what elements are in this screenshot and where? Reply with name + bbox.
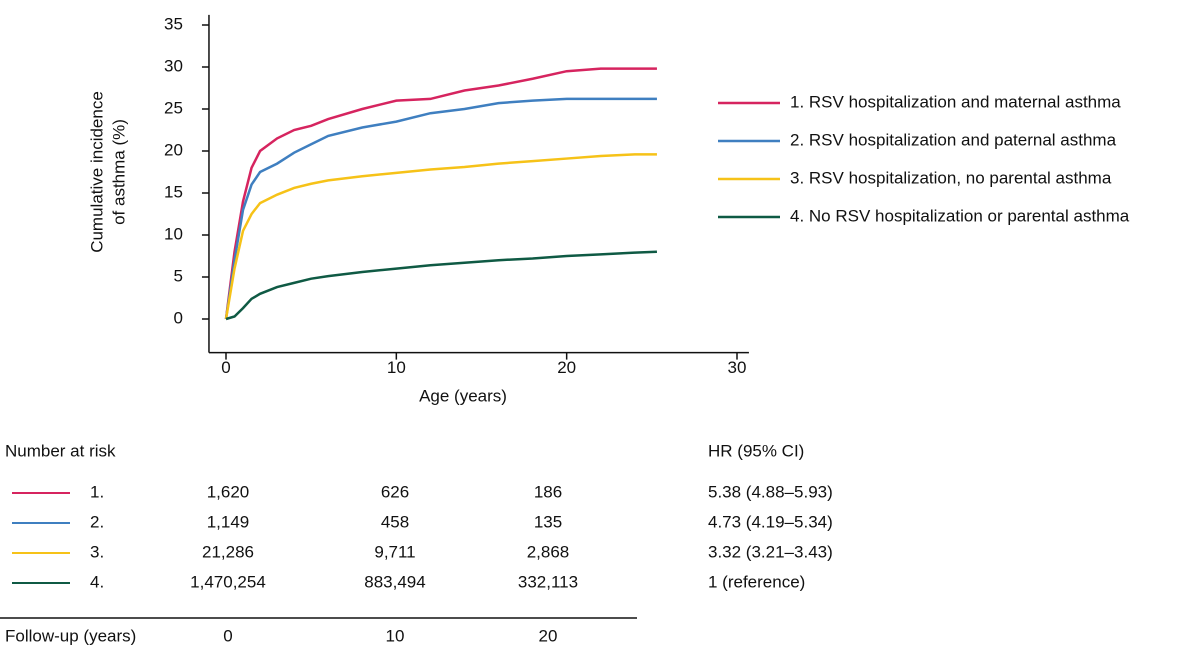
x-tick-label: 0 [221,358,230,377]
y-tick-label: 5 [173,266,182,285]
at-risk-count: 9,711 [374,542,415,561]
at-risk-count: 1,620 [207,482,250,501]
series-line [224,67,657,320]
legend-label: 2. RSV hospitalization and paternal asth… [790,130,1117,149]
y-tick-label: 30 [164,56,183,75]
x-axis-title: Age (years) [419,386,507,405]
y-tick-label: 15 [164,182,183,201]
at-risk-count: 1,149 [207,512,250,531]
hr-title: HR (95% CI) [708,441,804,460]
hazard-ratio: 5.38 (4.88–5.93) [708,482,833,501]
at-risk-count: 135 [534,512,562,531]
follow-up-label: 10 [386,626,405,645]
hazard-ratio: 4.73 (4.19–5.34) [708,512,833,531]
legend-label: 1. RSV hospitalization and maternal asth… [790,92,1121,111]
y-axis-title: Cumulative incidence [87,91,106,253]
row-label: 1. [90,482,104,501]
follow-up-title: Follow-up (years) [5,626,136,645]
row-label: 3. [90,542,104,561]
at-risk-count: 2,868 [527,542,570,561]
at-risk-count: 883,494 [364,572,425,591]
at-risk-count: 626 [381,482,409,501]
y-tick-label: 20 [164,140,183,159]
follow-up-label: 20 [539,626,558,645]
y-tick-label: 25 [164,98,183,117]
series-line [225,250,657,321]
follow-up-label: 0 [223,626,232,645]
y-tick-label: 35 [164,14,183,33]
series-line [224,97,657,320]
series-line [224,153,657,320]
hazard-ratio: 1 (reference) [708,572,805,591]
at-risk-count: 1,470,254 [190,572,266,591]
risk-table-title: Number at risk [5,441,116,460]
y-tick-label: 0 [173,308,182,327]
legend-label: 4. No RSV hospitalization or parental as… [790,206,1130,225]
x-tick-label: 30 [728,358,747,377]
y-tick-label: 10 [164,224,183,243]
x-tick-label: 10 [387,358,406,377]
at-risk-count: 186 [534,482,562,501]
at-risk-count: 21,286 [202,542,254,561]
row-label: 4. [90,572,104,591]
row-label: 2. [90,512,104,531]
hazard-ratio: 3.32 (3.21–3.43) [708,542,833,561]
at-risk-count: 458 [381,512,409,531]
x-tick-label: 20 [557,358,576,377]
y-axis-title: of asthma (%) [109,119,128,225]
legend-label: 3. RSV hospitalization, no parental asth… [790,168,1112,187]
at-risk-count: 332,113 [518,572,578,591]
